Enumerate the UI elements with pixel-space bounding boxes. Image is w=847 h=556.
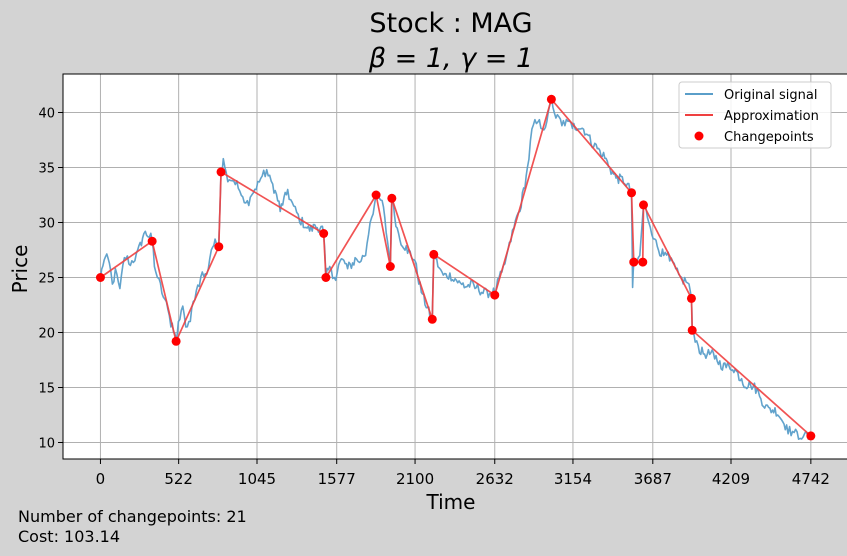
changepoint-marker bbox=[371, 190, 381, 200]
y-tick-label: 30 bbox=[38, 217, 55, 232]
changepoint-marker bbox=[321, 273, 331, 282]
chart-title: Stock : MAG bbox=[369, 8, 532, 39]
changepoint-marker bbox=[629, 257, 639, 267]
approximation-segment bbox=[151, 241, 177, 342]
changepoints-series bbox=[95, 94, 816, 441]
y-axis-label: Price bbox=[8, 245, 32, 294]
approximation-segment bbox=[431, 254, 435, 320]
x-tick-label: 0 bbox=[96, 470, 106, 488]
approximation-segment bbox=[99, 240, 153, 279]
changepoint-marker bbox=[638, 257, 648, 267]
approximation-segment bbox=[691, 329, 812, 437]
approximation-segment bbox=[391, 198, 434, 320]
legend-changepoint-label: Changepoints bbox=[724, 130, 814, 145]
y-tick-label: 40 bbox=[38, 107, 55, 122]
legend-signal-label: Original signal bbox=[724, 88, 817, 103]
changepoint-count-text: Number of changepoints: 21 bbox=[18, 507, 247, 526]
changepoint-marker bbox=[427, 314, 437, 324]
y-tick-label: 25 bbox=[38, 272, 55, 287]
approximation-segment bbox=[433, 253, 496, 296]
cost-text: Cost: 103.14 bbox=[18, 527, 121, 546]
legend: Original signal Approximation Changepoin… bbox=[678, 81, 832, 149]
y-axis-ticks: 10 15 20 25 30 35 40 bbox=[38, 107, 63, 452]
approximation-segment bbox=[217, 171, 222, 247]
y-tick-label: 10 bbox=[38, 437, 55, 452]
changepoint-marker bbox=[429, 249, 439, 259]
changepoint-marker bbox=[216, 167, 226, 177]
approximation-segment bbox=[493, 99, 553, 296]
changepoint-marker bbox=[490, 290, 500, 300]
changepoint-marker bbox=[639, 200, 649, 210]
changepoint-marker bbox=[385, 262, 395, 271]
changepoint-marker bbox=[686, 293, 696, 303]
original-signal-line bbox=[99, 95, 812, 441]
x-tick-label: 3154 bbox=[554, 470, 592, 488]
x-tick-label: 4742 bbox=[792, 470, 830, 488]
approximation-series bbox=[99, 98, 812, 437]
changepoint-marker bbox=[319, 229, 329, 238]
changepoint-marker bbox=[95, 273, 105, 282]
changepoint-marker bbox=[214, 242, 224, 252]
approximation-segment bbox=[630, 192, 635, 263]
changepoint-marker bbox=[387, 193, 397, 203]
x-axis-label: Time bbox=[426, 490, 476, 514]
approximation-segment bbox=[322, 233, 327, 278]
changepoint-marker bbox=[171, 336, 181, 346]
x-tick-label: 4209 bbox=[712, 470, 750, 488]
approximation-segment bbox=[690, 298, 694, 331]
approximation-segment bbox=[325, 194, 377, 278]
x-tick-label: 2632 bbox=[476, 470, 514, 488]
original-signal-series bbox=[99, 95, 812, 441]
legend-approx-label: Approximation bbox=[724, 109, 819, 124]
x-tick-label: 1045 bbox=[238, 470, 276, 488]
approximation-segment bbox=[642, 204, 693, 299]
approximation-segment bbox=[220, 171, 325, 235]
legend-box bbox=[678, 81, 832, 149]
changepoint-marker bbox=[687, 325, 697, 335]
x-tick-label: 2100 bbox=[396, 470, 434, 488]
approximation-segment bbox=[389, 198, 393, 267]
x-tick-label: 3687 bbox=[634, 470, 672, 488]
changepoint-marker bbox=[546, 94, 556, 104]
chart-subtitle: β = 1, γ = 1 bbox=[368, 43, 533, 74]
changepoint-marker bbox=[147, 236, 157, 246]
y-tick-label: 15 bbox=[38, 382, 55, 397]
approximation-segment bbox=[175, 246, 220, 342]
y-tick-label: 35 bbox=[38, 162, 55, 177]
approximation-segment bbox=[375, 194, 392, 267]
approximation-segment bbox=[641, 204, 645, 263]
x-axis-ticks: 0 522 1045 1577 2100 2632 3154 3687 4209 4742 bbox=[96, 459, 830, 488]
plot-frame bbox=[62, 73, 847, 460]
x-tick-label: 1577 bbox=[318, 470, 356, 488]
approximation-segment bbox=[550, 98, 633, 194]
legend-changepoint-marker bbox=[694, 131, 704, 141]
y-tick-label: 20 bbox=[38, 327, 55, 342]
x-tick-label: 522 bbox=[164, 470, 193, 488]
changepoint-marker bbox=[627, 188, 637, 198]
changepoint-marker bbox=[806, 431, 816, 441]
